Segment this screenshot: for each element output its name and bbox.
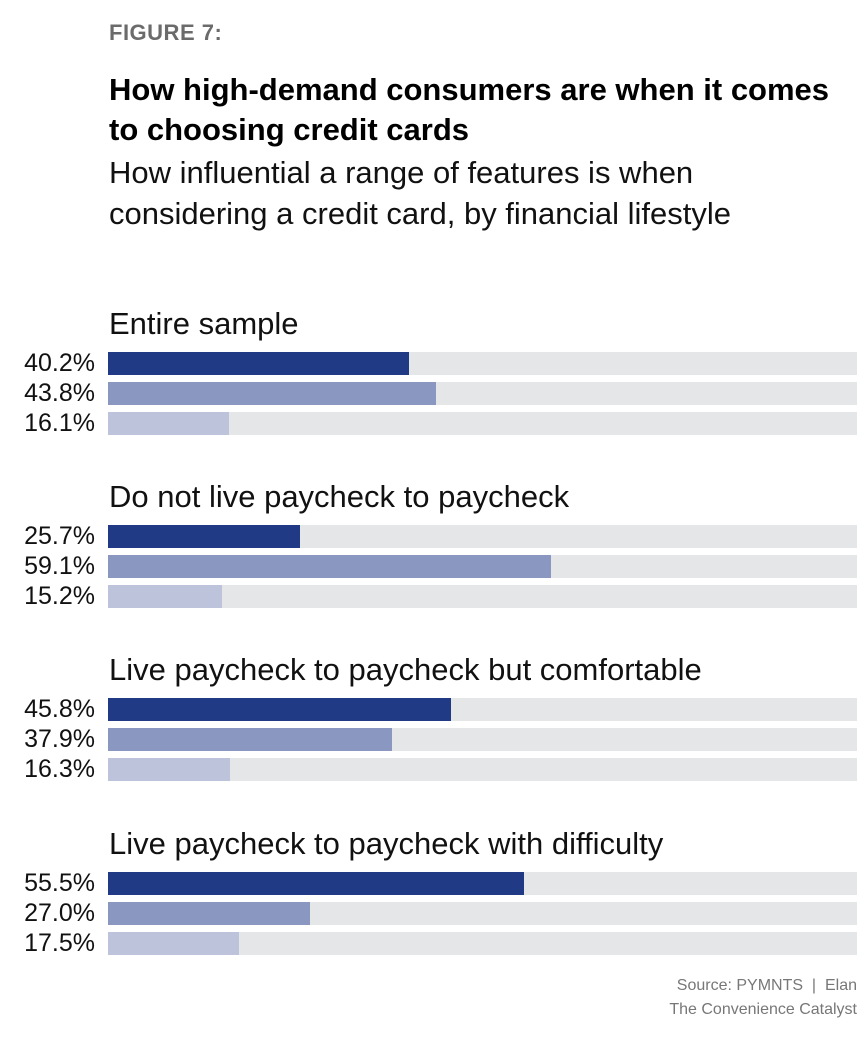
bar [108,585,222,608]
group-label: Live paycheck to paycheck with difficult… [109,826,664,861]
bar [108,758,231,781]
bar-track [108,872,857,895]
bar [108,352,410,375]
figure-label: FIGURE 7: [109,20,223,45]
bar [108,932,240,955]
bar-track [108,525,857,548]
bar [108,555,551,578]
source-note: Source: PYMNTS | Elan The Convenience Ca… [669,974,857,1022]
bar [108,872,524,895]
bar-track [108,932,857,955]
bar [108,902,311,925]
bar-track [108,758,857,781]
publication-line: The Convenience Catalyst [669,1001,857,1018]
group-label: Live paycheck to paycheck but comfortabl… [109,652,702,687]
data-label: 45.8% [24,695,95,723]
data-label: 43.8% [24,379,95,407]
bar [108,698,452,721]
data-label: 15.2% [24,582,95,610]
bar-track [108,728,857,751]
data-label: 25.7% [24,522,95,550]
data-label: 16.1% [24,409,95,437]
bar [108,525,301,548]
data-label: 17.5% [24,929,95,957]
bar [108,728,392,751]
data-label: 40.2% [24,349,95,377]
bar-track [108,555,857,578]
group-label: Entire sample [109,306,299,341]
source-line: Source: PYMNTS | Elan [676,977,857,994]
bar [108,412,229,435]
chart-title: How high-demand consumers are when it co… [109,72,830,147]
data-label: 27.0% [24,899,95,927]
bar-track [108,352,857,375]
bar-track [108,412,857,435]
bar-track [108,698,857,721]
bar-track [108,585,857,608]
data-label: 55.5% [24,869,95,897]
data-label: 16.3% [24,755,95,783]
group-label: Do not live paycheck to paycheck [109,479,570,514]
data-label: 59.1% [24,552,95,580]
chart-subtitle: How influential a range of features is w… [109,155,732,231]
bar [108,382,437,405]
bar-track [108,902,857,925]
bar-track [108,382,857,405]
data-label: 37.9% [24,725,95,753]
